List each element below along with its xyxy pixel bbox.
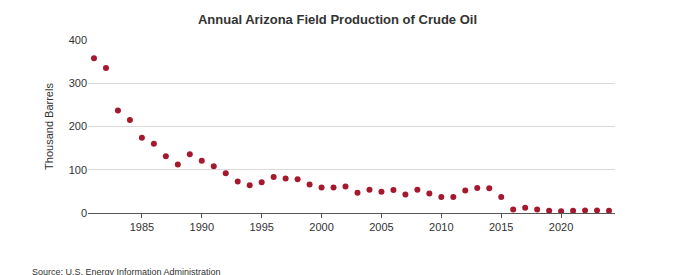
svg-text:2005: 2005 <box>369 221 393 233</box>
svg-text:100: 100 <box>69 164 87 176</box>
svg-text:Thousand Barrels: Thousand Barrels <box>43 83 55 170</box>
svg-text:2000: 2000 <box>309 221 333 233</box>
svg-text:200: 200 <box>69 120 87 132</box>
svg-text:2015: 2015 <box>489 221 513 233</box>
svg-text:300: 300 <box>69 77 87 89</box>
svg-text:1995: 1995 <box>249 221 273 233</box>
svg-text:2020: 2020 <box>549 221 573 233</box>
svg-text:400: 400 <box>69 34 87 46</box>
svg-text:1990: 1990 <box>190 221 214 233</box>
svg-text:0: 0 <box>81 207 87 219</box>
svg-text:1985: 1985 <box>130 221 154 233</box>
svg-text:Annual Arizona Field Productio: Annual Arizona Field Production of Crude… <box>198 12 477 27</box>
svg-text:Source: U.S. Energy Informatio: Source: U.S. Energy Information Administ… <box>32 267 221 275</box>
svg-text:2010: 2010 <box>429 221 453 233</box>
